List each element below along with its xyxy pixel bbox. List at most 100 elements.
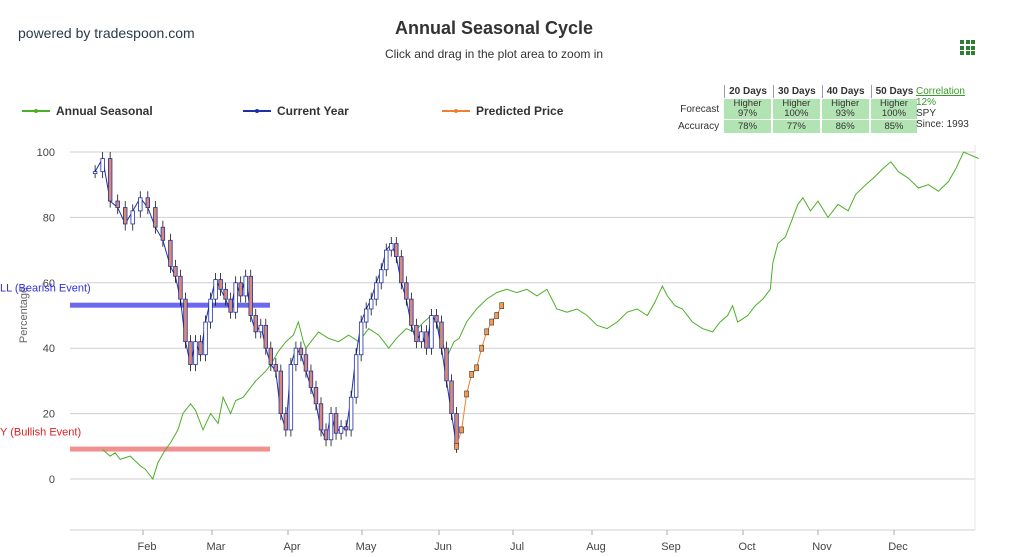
accuracy-cell-20: 78% — [724, 120, 771, 133]
current-year-candle-28 — [258, 324, 263, 333]
grid-menu-icon[interactable] — [960, 40, 975, 55]
predicted-price-candle-3 — [469, 371, 474, 378]
stats-col-40-days: 40 Days — [821, 85, 869, 98]
current-year-candle-34 — [288, 364, 294, 431]
current-year-candle-26 — [248, 275, 253, 316]
annual-seasonal-line — [102, 151, 979, 481]
current-year-candle-14 — [188, 341, 193, 365]
event-label-1: Y (Bullish Event) — [0, 427, 81, 439]
forecast-cell-30: Higher 100% — [772, 99, 820, 119]
x-tick-label-Mar: Mar — [207, 541, 226, 553]
y-tick-label-40: 40 — [43, 343, 55, 355]
legend-current-year[interactable]: Current Year — [243, 104, 349, 118]
current-year-candle-38 — [308, 370, 314, 388]
current-year-candle-8 — [153, 207, 158, 228]
legend-current-year-marker — [243, 106, 271, 116]
since-label: Since: 1993 — [916, 119, 969, 130]
current-year-candle-9 — [160, 226, 166, 241]
brand-text: powered by tradespoon.com — [18, 25, 195, 41]
current-year-candle-55 — [394, 243, 399, 258]
legend-annual-seasonal[interactable]: Annual Seasonal — [22, 104, 153, 118]
y-tick-label-80: 80 — [43, 212, 55, 224]
current-year-candle-11 — [173, 266, 178, 277]
current-year-candle-47 — [353, 354, 359, 398]
predicted-price-candle-5 — [479, 344, 484, 352]
x-tick-label-Apr: Apr — [283, 541, 300, 553]
x-tick-label-May: May — [356, 541, 377, 553]
current-year-candle-31 — [273, 364, 279, 372]
predicted-price-candle-0 — [454, 442, 459, 450]
current-year-candle-43 — [333, 413, 339, 434]
current-year-candle-57 — [404, 282, 409, 300]
predicted-price-candle-7 — [489, 318, 494, 326]
symbol-label: SPY — [916, 108, 937, 119]
legend-annual-seasonal-label: Annual Seasonal — [56, 104, 153, 118]
stats-col-20-days: 20 Days — [724, 85, 771, 98]
current-year-candle-27 — [253, 315, 258, 333]
correlation-value: 12% — [916, 97, 937, 108]
current-year-candle-61 — [424, 331, 429, 349]
current-year-candle-12 — [178, 275, 183, 300]
x-tick-label-Jun: Jun — [434, 541, 452, 553]
current-year-candle-19 — [213, 279, 218, 300]
chart-title: Annual Seasonal Cycle — [394, 18, 594, 38]
current-year-candle-46 — [348, 396, 354, 431]
predicted-price-candle-9 — [499, 302, 505, 309]
current-year-candle-20 — [218, 279, 223, 290]
x-tick-label-Sep: Sep — [661, 541, 681, 553]
y-tick-label-60: 60 — [43, 278, 55, 290]
legend-predicted-price[interactable]: Predicted Price — [442, 104, 563, 118]
x-tick-label-Feb: Feb — [138, 541, 157, 553]
stats-row-accuracy-label: Accuracy — [678, 121, 720, 132]
forecast-cell-40: Higher 93% — [821, 99, 869, 119]
predicted-price-candle-6 — [484, 328, 489, 336]
current-year-candle-52 — [379, 269, 384, 284]
current-year-candle-37 — [303, 354, 309, 372]
current-year-candle-23 — [233, 282, 238, 313]
current-year-candle-29 — [263, 324, 268, 349]
current-year-candle-30 — [268, 347, 273, 365]
current-year-candle-17 — [203, 321, 208, 356]
current-year-candle-22 — [228, 298, 233, 313]
current-year-candle-56 — [399, 256, 404, 284]
current-year-candle-48 — [358, 321, 364, 356]
current-year-candle-60 — [419, 331, 424, 343]
predicted-price-candle-1 — [459, 426, 464, 434]
x-tick-label-Jul: Jul — [510, 541, 524, 553]
current-year-candle-40 — [318, 403, 324, 431]
correlation-link[interactable]: Correlation — [916, 86, 965, 97]
current-year-candle-15 — [193, 341, 198, 365]
forecast-stats-table: 20 Days 30 Days 40 Days 50 Days Forecast… — [675, 84, 919, 134]
current-year-candle-4 — [123, 207, 128, 225]
current-year-candle-54 — [389, 243, 394, 251]
event-band-1 — [70, 446, 270, 452]
current-year-candle-1 — [100, 158, 105, 173]
y-axis-title: Percentage — [18, 287, 30, 343]
legend-current-year-label: Current Year — [277, 104, 349, 118]
stats-col-30-days: 30 Days — [772, 85, 820, 98]
current-year-candle-35 — [293, 347, 299, 365]
predicted-price-candle-2 — [464, 390, 469, 398]
forecast-cell-50: Higher 100% — [870, 99, 918, 119]
current-year-candle-49 — [363, 308, 369, 323]
predicted-price-candle-8 — [494, 312, 500, 319]
y-tick-label-20: 20 — [43, 409, 55, 421]
y-tick-label-100: 100 — [37, 147, 55, 159]
current-year-candle-50 — [368, 298, 374, 310]
stats-row-forecast-label: Forecast — [680, 103, 720, 115]
current-year-candle-2 — [107, 158, 113, 202]
current-year-candle-36 — [298, 347, 304, 356]
current-year-candle-25 — [243, 275, 248, 297]
legend-predicted-price-label: Predicted Price — [476, 104, 564, 118]
event-band-0 — [70, 302, 270, 308]
legend-annual-seasonal-marker — [22, 106, 50, 116]
current-year-candle-66 — [449, 380, 454, 414]
forecast-cell-20: Higher 97% — [724, 99, 771, 119]
predicted-price-candle-4 — [474, 364, 479, 372]
y-tick-label-0: 0 — [49, 474, 55, 486]
current-year-candle-63 — [434, 315, 439, 323]
current-year-candle-45 — [343, 426, 349, 431]
current-year-candle-3 — [115, 200, 120, 208]
current-year-candle-16 — [198, 341, 203, 356]
